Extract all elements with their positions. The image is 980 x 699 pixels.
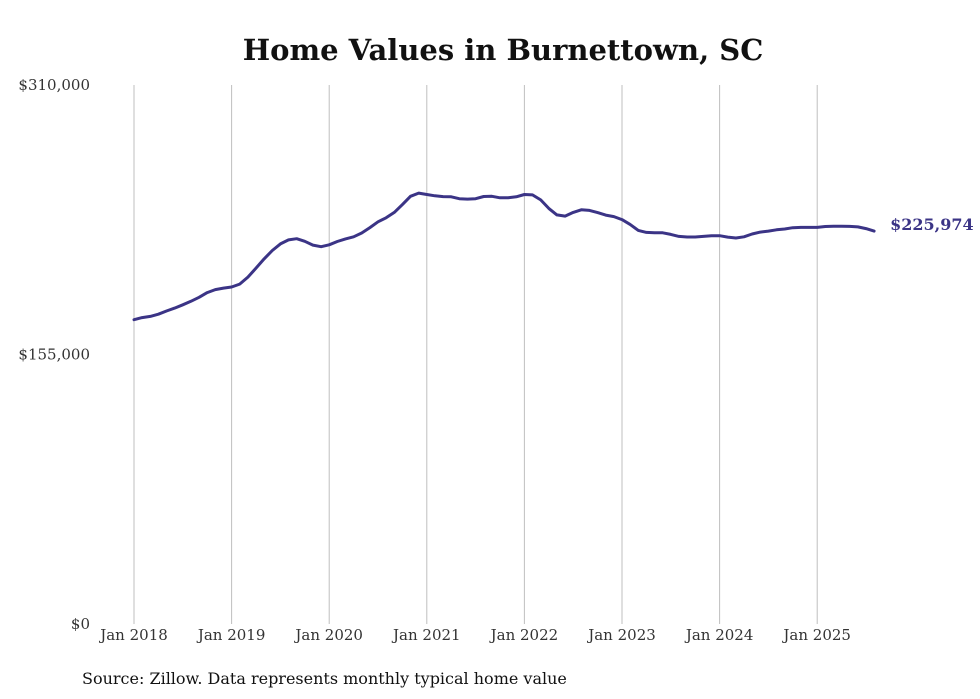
- gridlines: [133, 85, 818, 624]
- series-layer: [132, 191, 876, 322]
- x-tick-label-6: Jan 2024: [684, 626, 754, 644]
- y-tick-label-1: $155,000: [18, 346, 90, 364]
- y-axis-ticks: $0 $155,000 $310,000: [18, 76, 90, 633]
- x-tick-label-2: Jan 2020: [293, 626, 363, 644]
- y-tick-label-0: $0: [71, 615, 90, 633]
- x-tick-label-3: Jan 2021: [391, 626, 461, 644]
- x-tick-label-1: Jan 2019: [196, 626, 266, 644]
- x-tick-label-5: Jan 2023: [586, 626, 656, 644]
- x-tick-label-4: Jan 2022: [489, 626, 559, 644]
- series-line-0: [132, 191, 876, 322]
- source-note: Source: Zillow. Data represents monthly …: [82, 669, 567, 688]
- chart-title: Home Values in Burnettown, SC: [243, 33, 764, 67]
- end-value-label: $225,974: [890, 215, 974, 234]
- x-axis-ticks: Jan 2018 Jan 2019 Jan 2020 Jan 2021 Jan 2022…: [98, 626, 851, 644]
- y-tick-label-2: $310,000: [18, 76, 90, 94]
- x-tick-label-0: Jan 2018: [98, 626, 168, 644]
- x-tick-label-7: Jan 2025: [781, 626, 851, 644]
